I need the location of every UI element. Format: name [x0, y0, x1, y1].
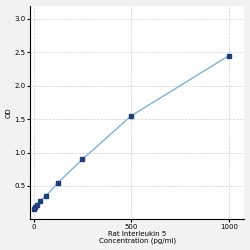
Y-axis label: OD: OD [6, 107, 12, 118]
X-axis label: Rat Interleukin 5
Concentration (pg/ml): Rat Interleukin 5 Concentration (pg/ml) [98, 231, 176, 244]
